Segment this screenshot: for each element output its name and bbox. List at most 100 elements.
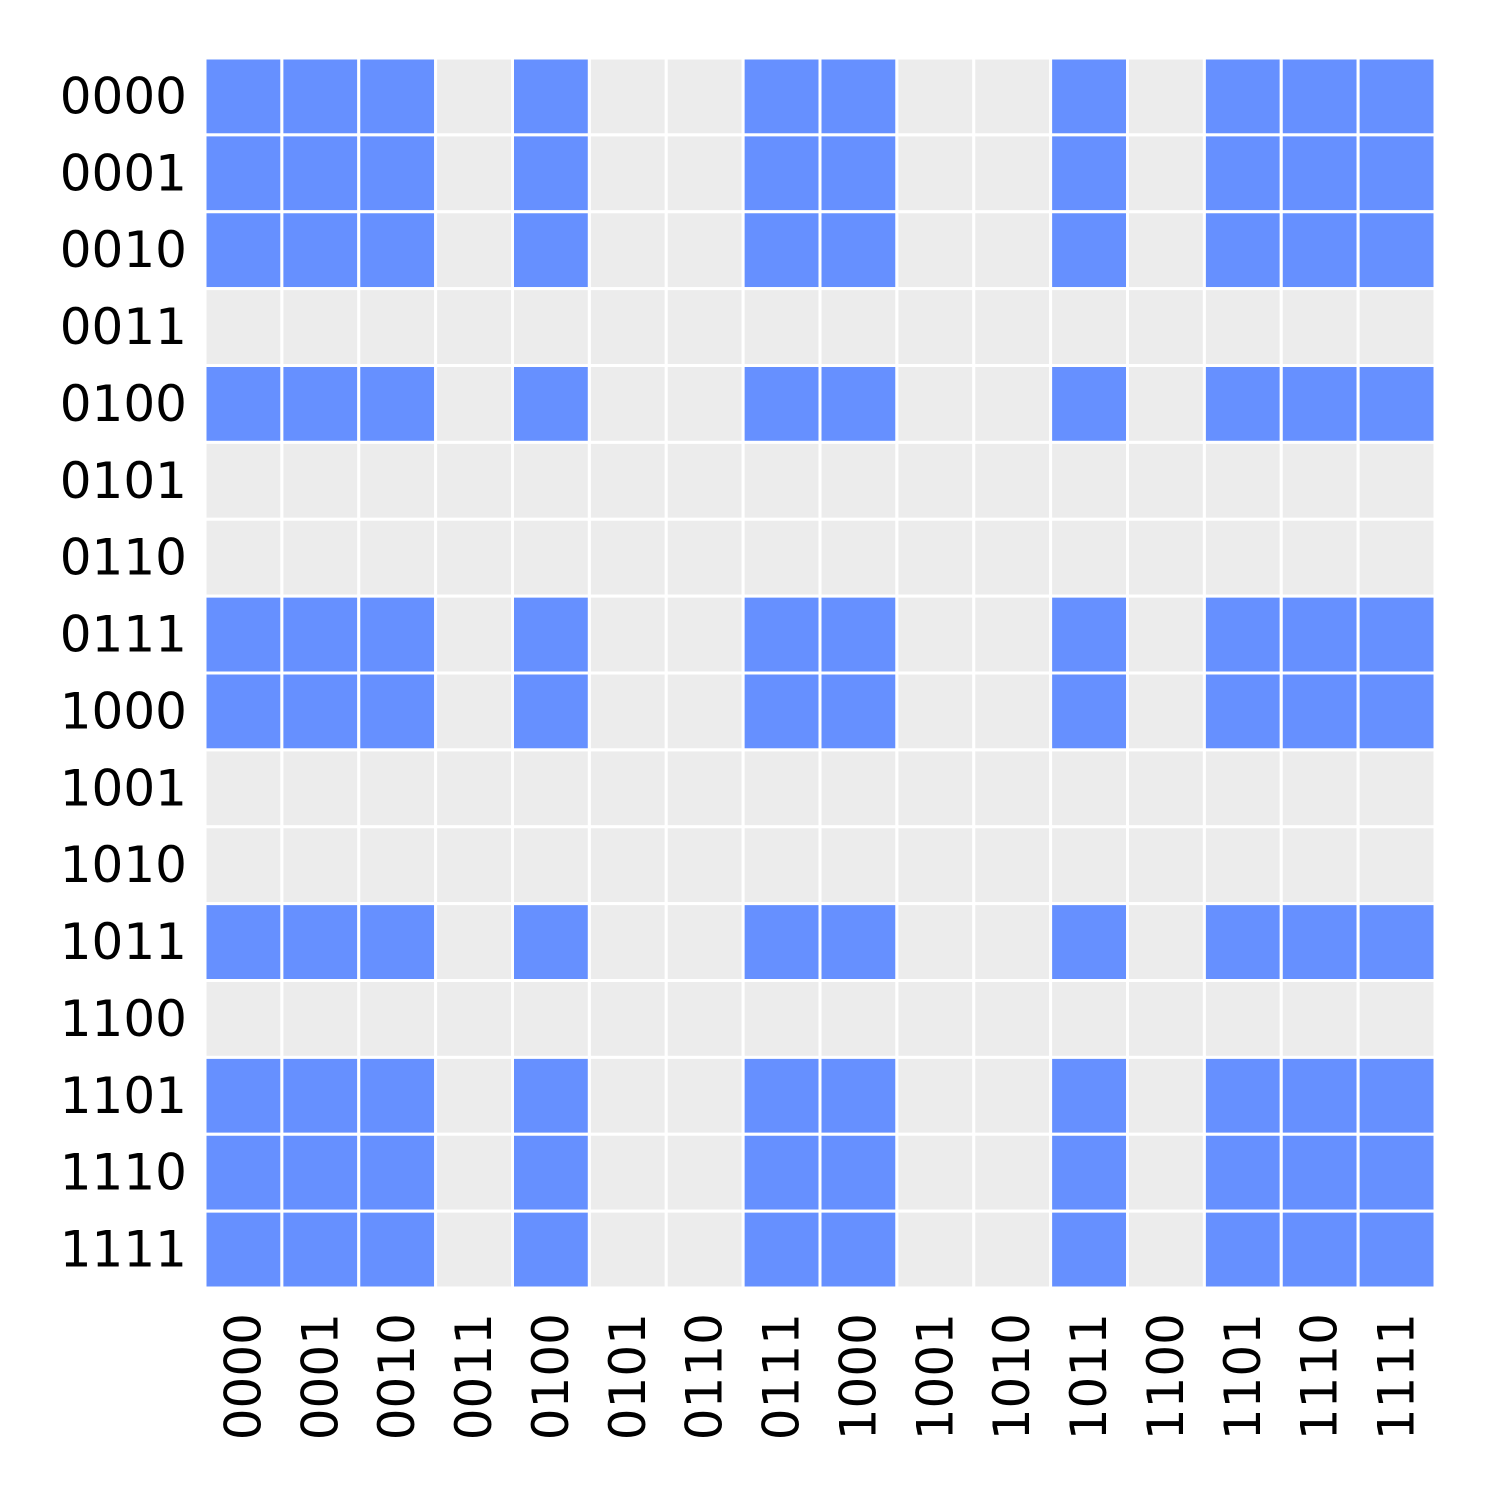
heatmap-cell-1000-1000 — [818, 671, 899, 752]
heatmap-cell-1110-1100 — [1126, 1132, 1206, 1213]
heatmap-cell-1100-0010 — [357, 979, 438, 1059]
heatmap-cell-1000-1010 — [972, 671, 1053, 752]
heatmap-cell-1101-1110 — [1279, 1055, 1360, 1136]
heatmap-cell-1100-1111 — [1356, 979, 1437, 1059]
heatmap-cell-1011-1010 — [972, 902, 1053, 982]
heatmap-cell-0111-0100 — [511, 594, 591, 675]
heatmap-cell-0101-0111 — [741, 440, 822, 521]
heatmap-cell-0010-0110 — [664, 210, 745, 291]
heatmap-cell-1011-0001 — [280, 902, 361, 982]
heatmap-cell-0100-1001 — [895, 364, 976, 444]
heatmap-cell-0100-0110 — [664, 364, 745, 444]
heatmap-cell-0101-1110 — [1279, 440, 1360, 521]
heatmap-cell-0111-0000 — [203, 594, 284, 675]
heatmap-cell-0101-1011 — [1049, 440, 1129, 521]
heatmap-cell-1010-1011 — [1049, 825, 1129, 906]
heatmap-cell-0000-0111 — [741, 56, 822, 137]
heatmap-cell-0100-1000 — [818, 364, 899, 444]
heatmap-cell-1110-0001 — [280, 1132, 361, 1213]
heatmap-cell-0010-0011 — [434, 210, 514, 291]
heatmap-cell-0111-0110 — [664, 594, 745, 675]
heatmap-cell-1100-1100 — [1126, 979, 1206, 1059]
heatmap-cell-1001-1110 — [1279, 748, 1360, 829]
heatmap-cell-1100-1010 — [972, 979, 1053, 1059]
heatmap-cell-0111-1001 — [895, 594, 976, 675]
heatmap-cell-1001-1000 — [818, 748, 899, 829]
heatmap-cell-0111-1010 — [972, 594, 1053, 675]
heatmap-cell-0101-1001 — [895, 440, 976, 521]
heatmap-cell-1111-0101 — [587, 1209, 668, 1290]
heatmap-cell-1010-0001 — [280, 825, 361, 906]
x-tick-label-0101: 0101 — [599, 1313, 657, 1440]
heatmap-cell-0011-1010 — [972, 287, 1053, 367]
heatmap-cell-0010-0010 — [357, 210, 438, 291]
heatmap-cell-0110-0010 — [357, 517, 438, 598]
heatmap-cell-1110-0111 — [741, 1132, 822, 1213]
heatmap-cell-0110-1000 — [818, 517, 899, 598]
heatmap-cell-0100-0000 — [203, 364, 284, 444]
heatmap-cell-0100-1010 — [972, 364, 1053, 444]
y-tick-label-0010: 0010 — [60, 221, 187, 279]
heatmap-cell-0001-1100 — [1126, 133, 1206, 214]
heatmap-cell-0011-0100 — [511, 287, 591, 367]
heatmap-cell-0100-0111 — [741, 364, 822, 444]
x-tick-label-1001: 1001 — [906, 1313, 964, 1440]
heatmap-cell-0101-0000 — [203, 440, 284, 521]
heatmap-cell-1110-1011 — [1049, 1132, 1129, 1213]
x-tick-label-1100: 1100 — [1137, 1313, 1195, 1440]
heatmap-cell-1011-1111 — [1356, 902, 1437, 982]
heatmap-cell-0111-1000 — [818, 594, 899, 675]
heatmap-cell-0011-0011 — [434, 287, 514, 367]
heatmap-cell-0000-0100 — [511, 56, 591, 137]
heatmap-cell-0111-1011 — [1049, 594, 1129, 675]
x-tick-label-1011: 1011 — [1060, 1313, 1118, 1440]
heatmap-cell-1110-1101 — [1202, 1132, 1283, 1213]
heatmap-cell-1001-0010 — [357, 748, 438, 829]
heatmap-cell-0111-0111 — [741, 594, 822, 675]
y-tick-label-1011: 1011 — [60, 913, 187, 971]
heatmap-cell-1111-0100 — [511, 1209, 591, 1290]
heatmap-cell-1100-0000 — [203, 979, 284, 1059]
heatmap-cell-1010-0100 — [511, 825, 591, 906]
x-tick-label-1110: 1110 — [1291, 1313, 1349, 1440]
heatmap-cell-1101-0001 — [280, 1055, 361, 1136]
heatmap-cell-1110-1001 — [895, 1132, 976, 1213]
heatmap-cell-0001-1011 — [1049, 133, 1129, 214]
heatmap-cell-0110-1111 — [1356, 517, 1437, 598]
heatmap-cell-1101-1010 — [972, 1055, 1053, 1136]
heatmap-cell-0010-1110 — [1279, 210, 1360, 291]
heatmap-cell-0011-0101 — [587, 287, 668, 367]
heatmap-cell-1000-0010 — [357, 671, 438, 752]
heatmap-cell-0000-0101 — [587, 56, 668, 137]
heatmap-cell-1110-1110 — [1279, 1132, 1360, 1213]
x-tick-label-1010: 1010 — [983, 1313, 1041, 1440]
x-tick-label-1000: 1000 — [829, 1313, 887, 1440]
heatmap-cell-0010-1101 — [1202, 210, 1283, 291]
heatmap-cell-0101-1111 — [1356, 440, 1437, 521]
heatmap-cell-0110-1101 — [1202, 517, 1283, 598]
heatmap-cell-1010-0010 — [357, 825, 438, 906]
heatmap-cell-0011-1100 — [1126, 287, 1206, 367]
heatmap-cell-1111-1000 — [818, 1209, 899, 1290]
heatmap-cell-1011-1110 — [1279, 902, 1360, 982]
heatmap-cell-1011-0100 — [511, 902, 591, 982]
heatmap-cell-1011-1101 — [1202, 902, 1283, 982]
heatmap-cell-0011-1111 — [1356, 287, 1437, 367]
heatmap-cell-0111-1101 — [1202, 594, 1283, 675]
heatmap-cell-1000-0000 — [203, 671, 284, 752]
heatmap-cell-0010-1000 — [818, 210, 899, 291]
heatmap-cell-0101-0010 — [357, 440, 438, 521]
heatmap-cell-1000-1100 — [1126, 671, 1206, 752]
heatmap-cell-1011-0101 — [587, 902, 668, 982]
heatmap-cell-0100-1110 — [1279, 364, 1360, 444]
heatmap-cell-1001-0011 — [434, 748, 514, 829]
y-tick-label-0110: 0110 — [60, 529, 187, 587]
heatmap-cell-1010-0011 — [434, 825, 514, 906]
heatmap-cell-1110-0101 — [587, 1132, 668, 1213]
heatmap-cell-1000-0110 — [664, 671, 745, 752]
heatmap-cell-0000-0011 — [434, 56, 514, 137]
heatmap-cell-0001-1110 — [1279, 133, 1360, 214]
heatmap-cell-1010-1001 — [895, 825, 976, 906]
heatmap-cell-1010-1100 — [1126, 825, 1206, 906]
heatmap-cell-1111-1101 — [1202, 1209, 1283, 1290]
